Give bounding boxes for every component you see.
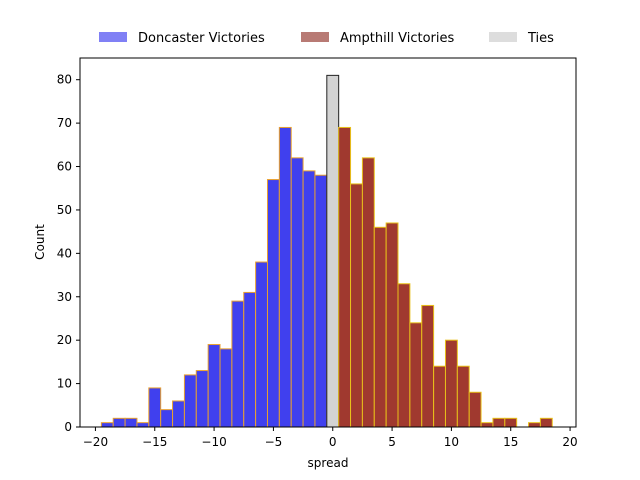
- bar-ampthill-10: [444, 339, 458, 428]
- bar-ampthill-2: [350, 183, 363, 428]
- y-tick-label: 40: [57, 246, 72, 260]
- plot-area: [100, 74, 553, 428]
- x-tick-label: 10: [444, 435, 459, 449]
- bar-doncaster--11: [195, 370, 209, 428]
- legend-swatch: [489, 32, 517, 42]
- bar-ampthill-9: [433, 365, 446, 428]
- bar-doncaster--17: [124, 417, 138, 428]
- y-tick-label: 0: [64, 420, 72, 434]
- bar-ampthill-6: [397, 283, 411, 428]
- x-tick-label: −15: [142, 435, 167, 449]
- bar-ampthill-17: [528, 422, 541, 428]
- x-tick-label: 20: [562, 435, 577, 449]
- bar-ampthill-4: [373, 226, 387, 428]
- y-tick-label: 30: [57, 290, 72, 304]
- bar-ampthill-1: [338, 126, 352, 428]
- bar-doncaster--2: [302, 170, 316, 428]
- y-axis: 0 10 20 30 40 50 60 70 80: [57, 73, 80, 434]
- x-axis-label: spread: [308, 456, 349, 470]
- bar-ampthill-8: [421, 304, 435, 428]
- bar-doncaster--4: [278, 126, 292, 428]
- bar-doncaster--15: [148, 387, 162, 428]
- bar-ampthill-15: [504, 417, 518, 428]
- bar-doncaster--6: [255, 261, 268, 428]
- bar-doncaster--3: [290, 157, 304, 428]
- y-tick-label: 60: [57, 160, 72, 174]
- x-tick-label: −5: [265, 435, 283, 449]
- y-tick-label: 50: [57, 203, 72, 217]
- bar-ampthill-5: [385, 222, 399, 428]
- legend-swatch: [99, 32, 127, 42]
- axes-frame: [79, 57, 577, 428]
- y-tick-label: 70: [57, 116, 72, 130]
- x-tick-label: 5: [388, 435, 396, 449]
- bar-doncaster--13: [172, 400, 185, 428]
- bar-doncaster--19: [100, 422, 114, 428]
- legend-label: Ampthill Victories: [340, 31, 454, 46]
- bar-doncaster--5: [266, 179, 280, 428]
- y-axis-label: Count: [33, 224, 47, 260]
- legend-label: Doncaster Victories: [138, 31, 265, 46]
- bar-ampthill-18: [539, 417, 553, 428]
- legend-swatch: [301, 32, 329, 42]
- bar-doncaster--18: [112, 417, 126, 428]
- x-axis: −20 −15 −10 −5 0 5 10 15 20: [83, 427, 578, 449]
- legend: Doncaster Victories Ampthill Victories Tie…: [99, 31, 554, 46]
- bar-doncaster--14: [160, 409, 174, 428]
- y-tick-label: 10: [57, 377, 72, 391]
- bar-ampthill-3: [361, 157, 375, 428]
- bar-doncaster--1: [314, 174, 328, 428]
- x-tick-label: −20: [83, 435, 108, 449]
- x-tick-label: 15: [503, 435, 518, 449]
- bar-ties-0: [326, 74, 340, 428]
- bar-doncaster--12: [183, 374, 197, 428]
- bar-doncaster--16: [136, 422, 150, 428]
- bar-ampthill-7: [409, 322, 423, 428]
- bar-doncaster--9: [219, 348, 233, 428]
- bar-doncaster--10: [207, 344, 221, 428]
- bar-ampthill-13: [480, 422, 494, 428]
- bar-ampthill-14: [492, 417, 506, 428]
- x-tick-label: 0: [329, 435, 337, 449]
- y-tick-label: 20: [57, 333, 72, 347]
- bar-ampthill-11: [456, 365, 470, 428]
- bar-ampthill-12: [468, 391, 482, 428]
- bar-doncaster--7: [243, 291, 257, 428]
- y-tick-label: 80: [57, 73, 72, 87]
- x-tick-label: −10: [201, 435, 226, 449]
- legend-label: Ties: [527, 31, 554, 46]
- bar-doncaster--8: [231, 300, 245, 428]
